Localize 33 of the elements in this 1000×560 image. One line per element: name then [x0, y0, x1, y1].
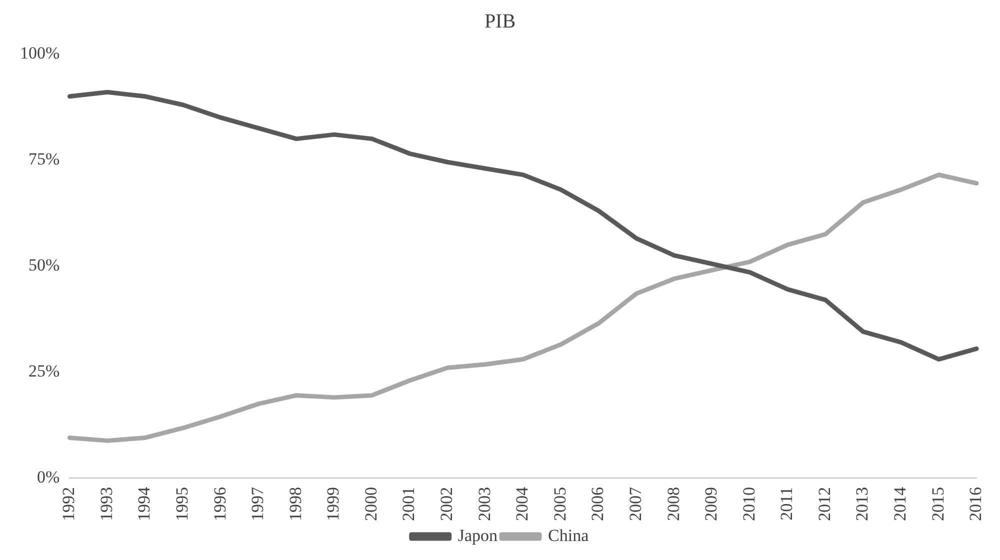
x-tick-label: 2010: [739, 487, 758, 521]
chart-title: PIB: [484, 10, 516, 32]
x-tick-label: 1999: [324, 487, 343, 521]
x-tick-label: 2006: [588, 487, 608, 521]
x-tick-label: 1993: [96, 487, 116, 521]
x-tick-label: 2016: [966, 487, 986, 521]
x-tick-label: 2004: [512, 486, 532, 521]
x-tick-label: 2009: [702, 487, 721, 521]
y-tick-label: 75%: [28, 149, 60, 168]
y-tick-label: 100%: [20, 43, 60, 62]
x-tick-label: 1997: [248, 486, 268, 521]
x-tick-label: 2013: [852, 487, 872, 521]
y-tick-label: 25%: [28, 361, 60, 380]
x-tick-label: 2002: [437, 487, 456, 521]
x-tick-label: 2015: [928, 487, 948, 521]
x-tick-label: 2011: [777, 487, 796, 520]
legend-label: Japon: [458, 526, 498, 545]
x-tick-label: 1998: [286, 487, 305, 521]
x-tick-label: 2003: [474, 487, 494, 521]
x-tick-label: 1996: [210, 487, 230, 521]
x-tick-label: 2012: [814, 487, 834, 521]
x-tick-label: 1992: [59, 487, 78, 521]
x-tick-label: 2008: [664, 487, 683, 521]
legend-label: China: [548, 526, 590, 545]
y-tick-label: 50%: [28, 255, 60, 274]
x-tick-label: 2001: [399, 487, 418, 521]
x-tick-label: 2014: [890, 486, 910, 521]
x-tick-label: 2000: [361, 487, 380, 521]
x-tick-label: 2007: [626, 486, 645, 521]
x-tick-label: 1994: [134, 486, 154, 521]
x-tick-label: 2005: [550, 487, 570, 521]
y-tick-label: 0%: [36, 467, 60, 486]
x-tick-label: 1995: [172, 487, 192, 521]
